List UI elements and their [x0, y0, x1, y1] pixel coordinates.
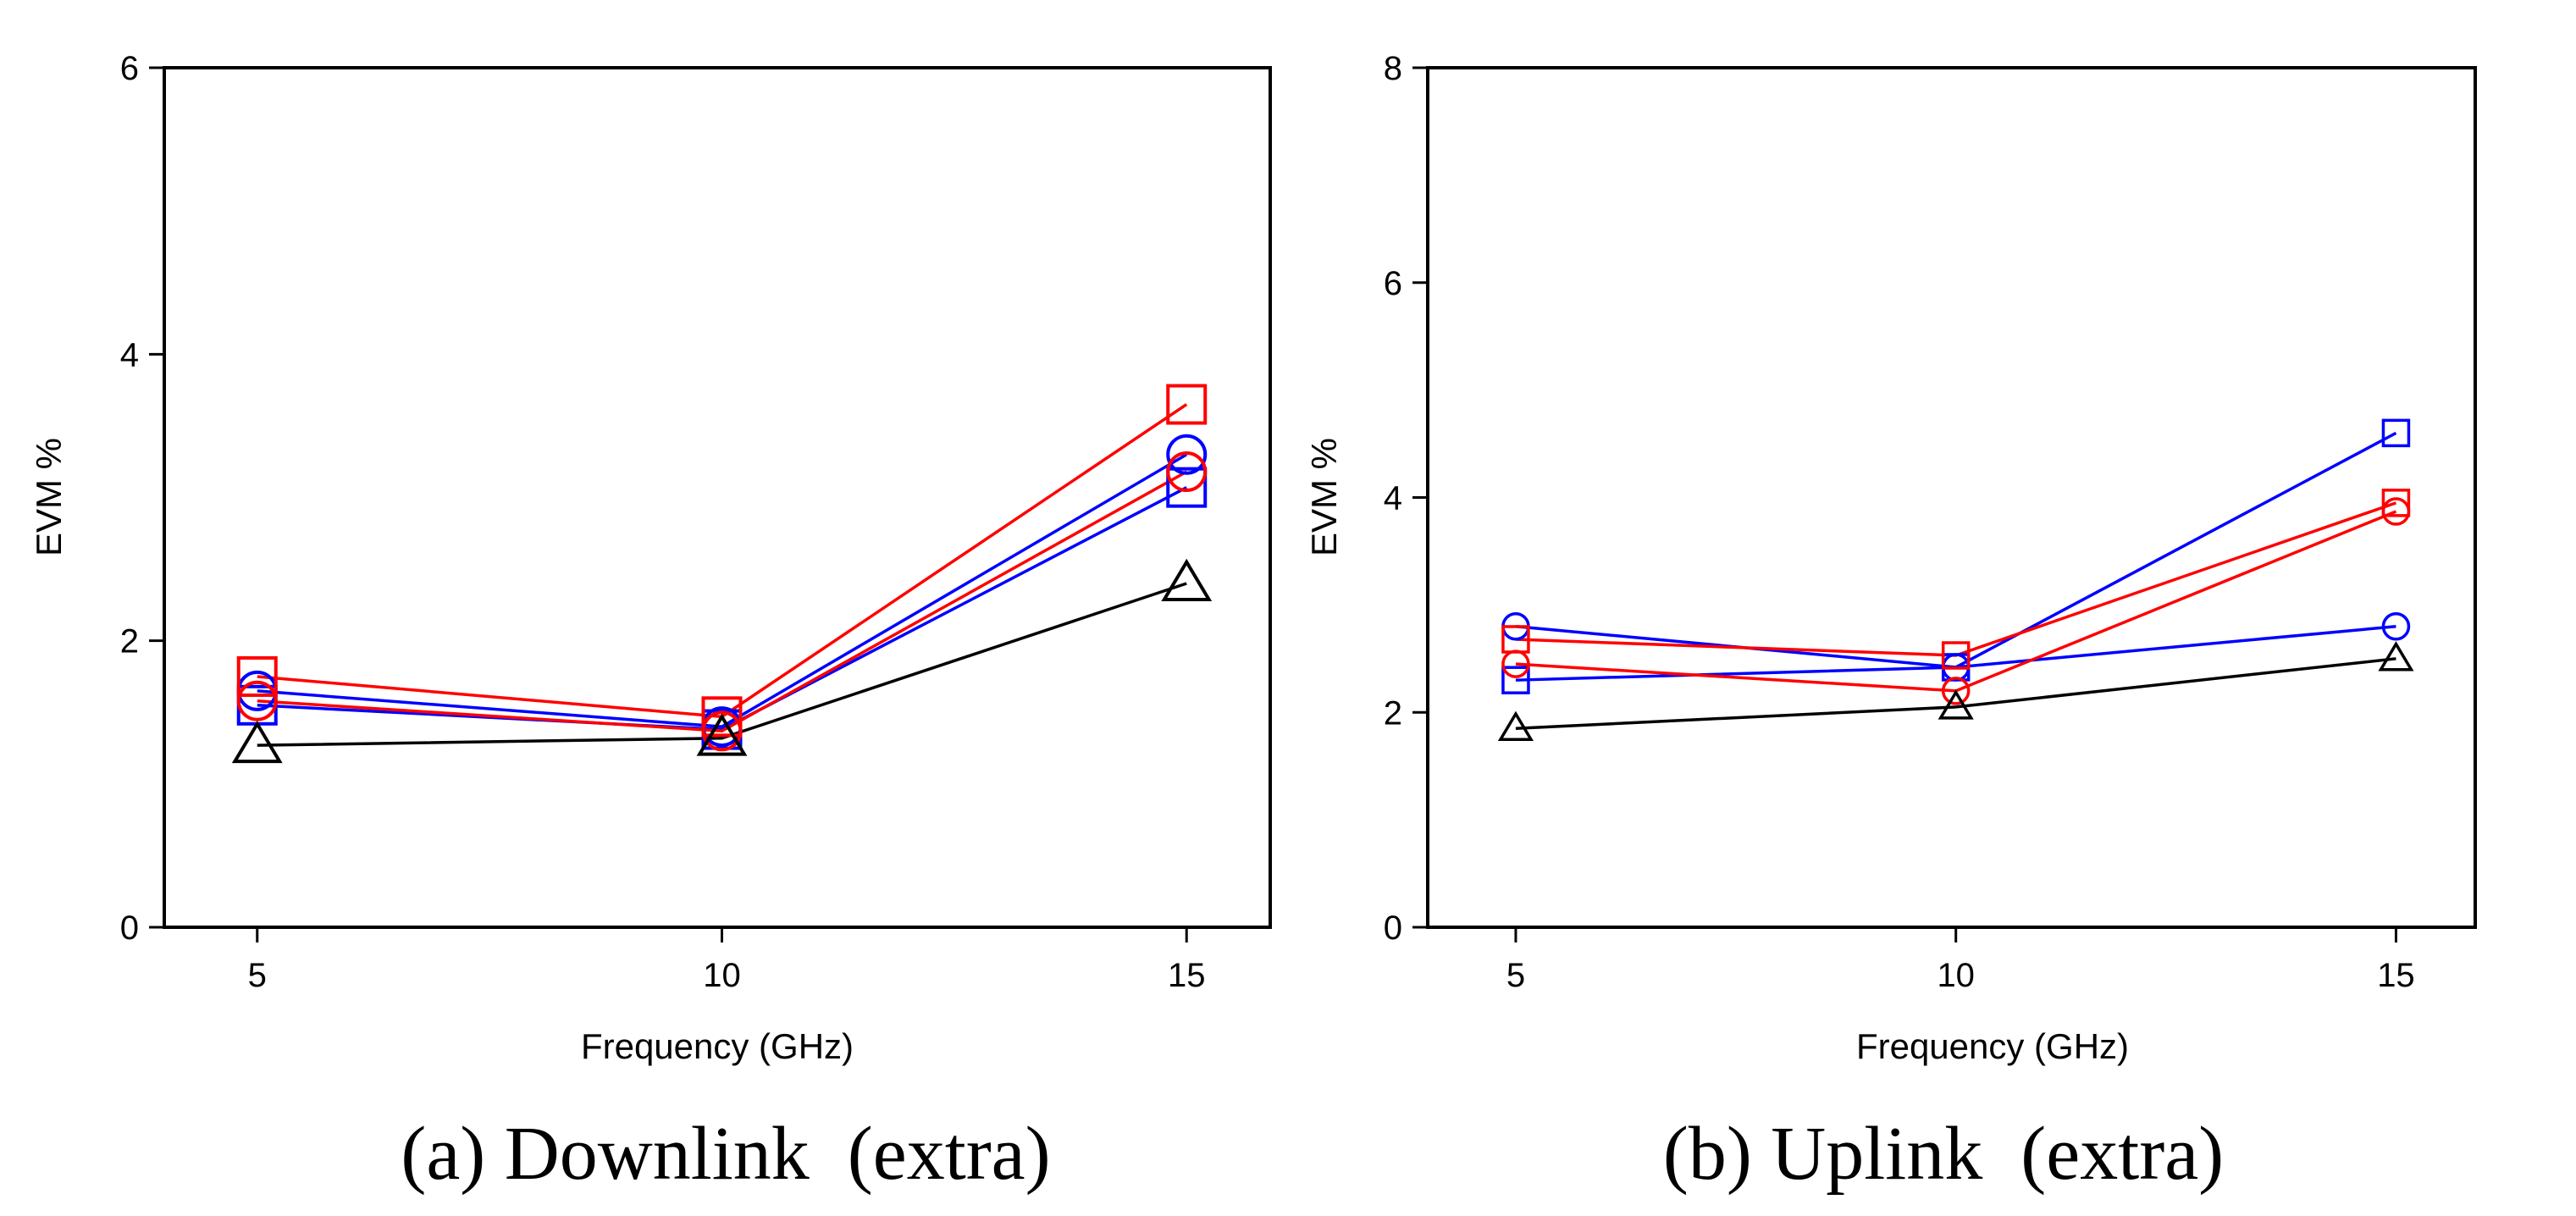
point-b-red-circle-15 — [2381, 497, 2411, 526]
plot-marks-a: 0 2 4 6 5 10 15 — [120, 50, 1213, 994]
series-line-a-blue-circle — [257, 453, 1188, 728]
series-line-b-red-circle — [1515, 510, 2397, 693]
point-b-red-circle-5 — [1501, 649, 1530, 678]
series-line-a-red-circle — [257, 470, 1188, 733]
y-tick-label-b-8: 8 — [1384, 50, 1402, 87]
x-axis-label-a: Frequency (GHz) — [581, 1026, 854, 1066]
point-a-black-triangle-15 — [1161, 558, 1213, 601]
point-a-red-square-15 — [1166, 384, 1208, 425]
y-tick-label-b-6: 6 — [1384, 265, 1402, 302]
y-axis-label-b: EVM % — [1304, 438, 1344, 556]
point-b-red-square-10 — [1941, 641, 1971, 670]
point-b-blue-square-15 — [2381, 418, 2411, 448]
x-tick-label-b-15: 15 — [2377, 957, 2415, 994]
point-a-blue-circle-15 — [1166, 434, 1208, 475]
x-tick-label-a-15: 15 — [1168, 957, 1206, 994]
point-b-red-circle-10 — [1941, 677, 1971, 705]
plot-frame-a — [163, 66, 1272, 929]
point-a-red-square-10 — [701, 696, 743, 738]
panel-a-downlink: 0 2 4 6 5 10 15 Frequency (GHz) EVM % (a) Down… — [29, 50, 1272, 1196]
y-axis-label-a: EVM % — [29, 438, 69, 556]
point-b-blue-circle-15 — [2381, 612, 2411, 641]
point-b-blue-square-5 — [1501, 666, 1530, 694]
y-tick-label-b-2: 2 — [1384, 694, 1402, 732]
point-a-blue-square-15 — [1166, 467, 1208, 508]
point-a-black-triangle-5 — [231, 720, 283, 764]
x-tick-label-b-10: 10 — [1937, 957, 1975, 994]
series-line-b-blue-circle — [1515, 625, 2396, 669]
point-b-black-triangle-5 — [1497, 710, 1534, 741]
series-line-a-black-triangle — [257, 582, 1187, 747]
y-tick-label-b-4: 4 — [1384, 480, 1402, 517]
point-a-red-circle-5 — [236, 680, 278, 721]
series-line-b-red-square — [1515, 501, 2397, 657]
x-tick-label-a-10: 10 — [703, 957, 741, 994]
y-tick-label-a-0: 0 — [120, 909, 139, 947]
point-a-red-square-5 — [236, 655, 278, 697]
point-a-red-circle-10 — [701, 710, 743, 752]
y-tick-label-b-0: 0 — [1384, 909, 1402, 947]
point-b-black-triangle-10 — [1938, 689, 1974, 720]
point-b-red-square-15 — [2381, 489, 2411, 517]
caption-b: (b) Uplink (extra) — [1663, 1112, 2224, 1196]
x-tick-label-b-5: 5 — [1506, 957, 1525, 994]
y-tick-label-a-2: 2 — [120, 623, 139, 661]
panel-b-uplink: 0 2 4 6 8 5 10 15 Frequency (GHz) EVM % (b) Upl… — [1304, 50, 2477, 1196]
x-axis-label-b: Frequency (GHz) — [1856, 1026, 2129, 1066]
x-tick-label-a-5: 5 — [248, 957, 267, 994]
y-tick-label-a-4: 4 — [120, 336, 139, 373]
series-line-a-blue-square — [257, 486, 1188, 732]
plot-marks-b: 0 2 4 6 8 5 10 15 — [1384, 50, 2415, 994]
point-a-red-circle-15 — [1166, 451, 1208, 493]
point-b-black-triangle-15 — [2378, 641, 2414, 672]
series-line-b-black-triangle — [1515, 657, 2396, 731]
caption-a: (a) Downlink (extra) — [401, 1112, 1050, 1196]
point-a-black-triangle-10 — [696, 713, 748, 756]
y-tick-label-a-6: 6 — [120, 50, 139, 87]
plot-frame-b — [1426, 66, 2477, 929]
